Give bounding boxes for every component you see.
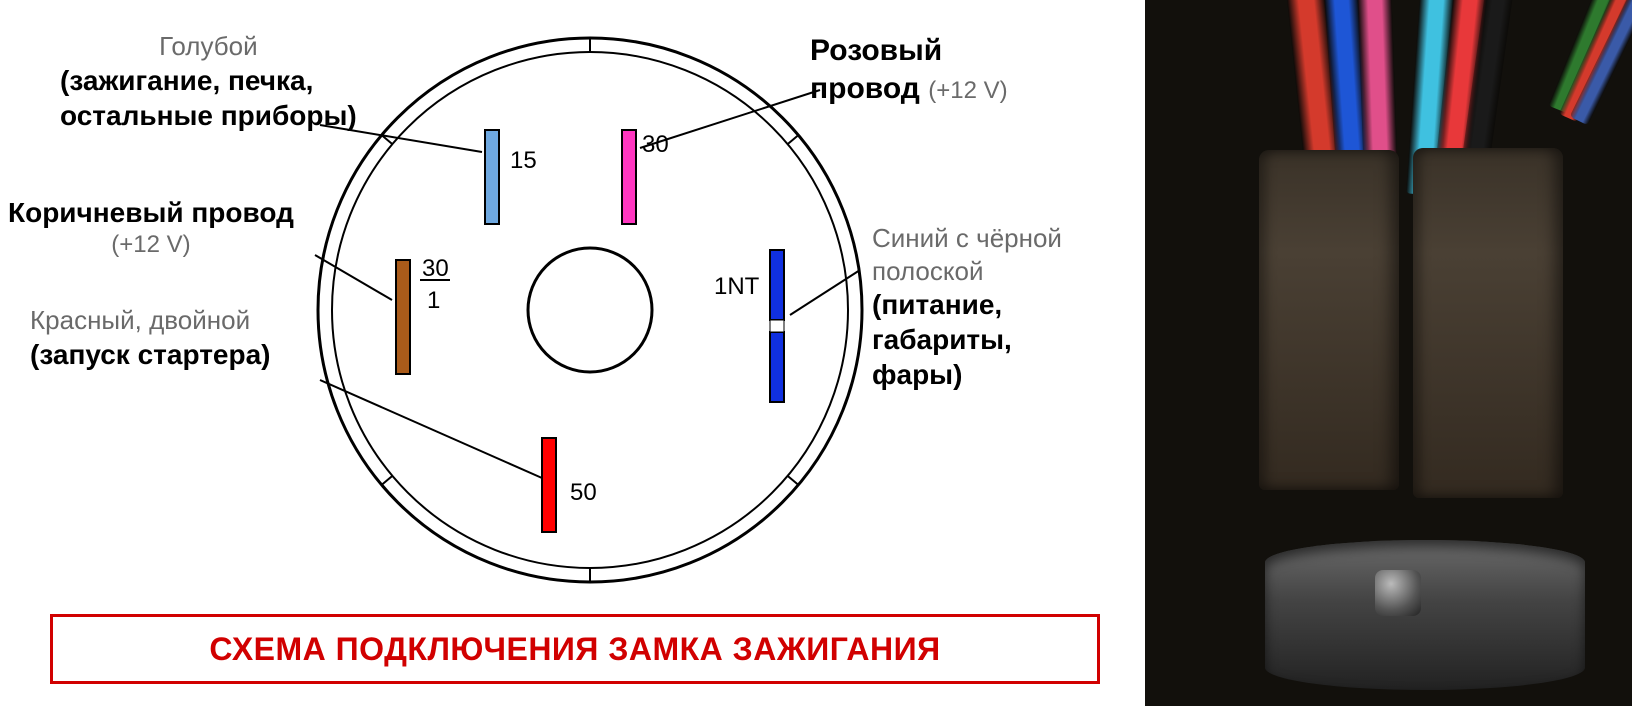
label-blue-line1: Голубой xyxy=(60,30,357,63)
photo-connector xyxy=(1259,150,1399,490)
label-red: Красный, двойной (запуск стартера) xyxy=(30,304,270,372)
photo-connector xyxy=(1413,148,1563,498)
label-bb-line4: габариты, xyxy=(872,322,1062,357)
svg-text:15: 15 xyxy=(510,147,537,174)
svg-text:50: 50 xyxy=(570,479,597,506)
label-blue-black: Синий с чёрной полоской (питание, габари… xyxy=(872,222,1062,392)
label-bb-line1: Синий с чёрной xyxy=(872,222,1062,255)
label-blue-line2: (зажигание, печка, xyxy=(60,63,357,98)
label-bb-line3: (питание, xyxy=(872,287,1062,322)
diagram-title: СХЕМА ПОДКЛЮЧЕНИЯ ЗАМКА ЗАЖИГАНИЯ xyxy=(50,614,1100,684)
diagram-panel: 15 30 30 1 1NT 50 Голубой (зажигание, печка, … xyxy=(0,0,1145,706)
label-brown-line2: (+12 V) xyxy=(8,230,294,260)
svg-text:30: 30 xyxy=(642,131,669,158)
svg-text:30: 30 xyxy=(422,255,449,282)
label-pink-line2: провод xyxy=(810,72,920,105)
label-pink-line1: Розовый xyxy=(810,34,942,67)
svg-text:1NT: 1NT xyxy=(714,273,760,300)
label-red-line2: (запуск стартера) xyxy=(30,337,270,372)
svg-text:1: 1 xyxy=(427,287,440,314)
label-blue: Голубой (зажигание, печка, остальные при… xyxy=(60,30,357,133)
diagram-title-text: СХЕМА ПОДКЛЮЧЕНИЯ ЗАМКА ЗАЖИГАНИЯ xyxy=(209,631,940,668)
photo-metal-base xyxy=(1265,540,1585,690)
label-brown: Коричневый провод (+12 V) xyxy=(8,195,294,260)
label-brown-line1: Коричневый провод xyxy=(8,195,294,230)
photo-panel xyxy=(1145,0,1632,706)
label-red-line1: Красный, двойной xyxy=(30,304,270,337)
label-bb-line5: фары) xyxy=(872,357,1062,392)
label-pink-suffix: (+12 V) xyxy=(928,77,1007,104)
label-blue-line3: остальные приборы) xyxy=(60,98,357,133)
photo-nut xyxy=(1375,570,1421,616)
label-pink: Розовый провод (+12 V) xyxy=(810,32,1008,107)
label-bb-line2: полоской xyxy=(872,255,1062,288)
